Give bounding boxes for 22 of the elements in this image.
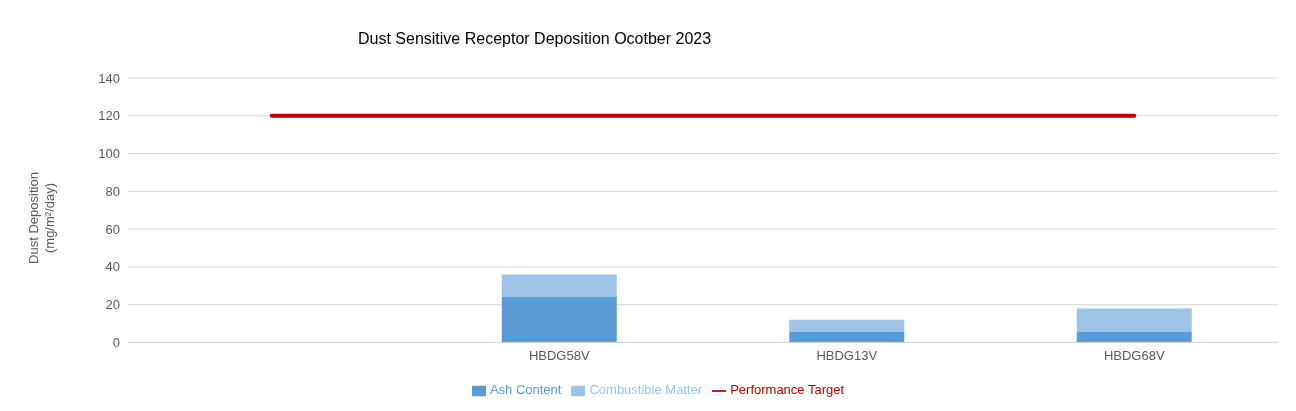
legend-label: Combustible Matter [589, 382, 703, 398]
y-tick-label: 100 [98, 146, 120, 162]
x-tick-label: HBDG68V [1103, 347, 1165, 363]
y-tick-label: 120 [98, 108, 120, 124]
bar [1076, 332, 1192, 343]
x-tick-label: HBDG13V [816, 347, 878, 363]
y-tick-label: 0 [112, 335, 120, 351]
bar [789, 319, 905, 333]
legend-label: Ash Content [489, 382, 562, 398]
y-tick-label: 40 [105, 259, 120, 275]
y-tick-label: 60 [105, 221, 120, 237]
y-tick-label: 20 [105, 297, 120, 313]
y-axis-title: Dust Deposition (mg/m²/day) [26, 172, 57, 264]
bar [789, 332, 905, 343]
bar [501, 274, 617, 298]
legend-label: Performance Target [730, 382, 845, 398]
bar [1076, 308, 1192, 333]
x-tick-label: HBDG58V [528, 347, 590, 363]
y-tick-label: 140 [98, 70, 120, 86]
y-tick-label: 80 [105, 183, 120, 199]
bar [501, 297, 617, 343]
chart-title: Dust Sensitive Receptor Deposition Ocotber 2023 [358, 30, 712, 48]
